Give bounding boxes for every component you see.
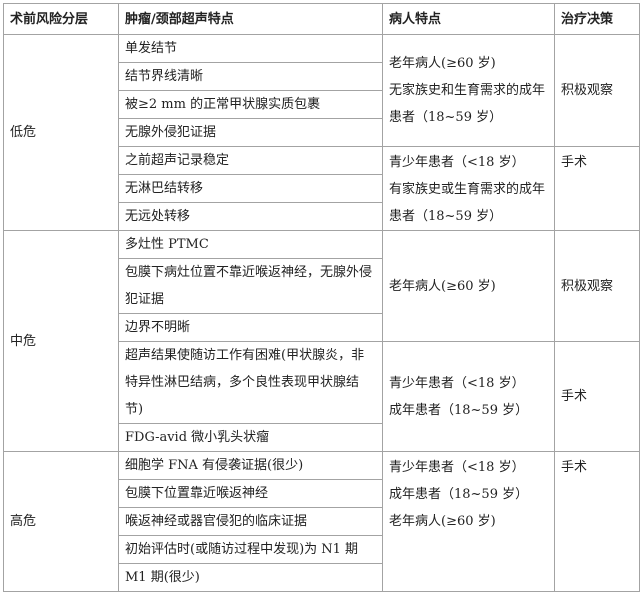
feature: 无腺外侵犯证据	[118, 118, 383, 147]
patient-cell: 青少年患者（<18 岁） 成年患者（18~59 岁） 老年病人(≥60 岁)	[382, 451, 555, 592]
table-row: 结节界线清晰	[4, 62, 640, 91]
decision: 手术	[554, 341, 640, 452]
risk-low: 低危	[3, 34, 119, 231]
header-patients: 病人特点	[382, 3, 555, 35]
risk-high: 高危	[3, 451, 119, 592]
feature: 喉返神经或器官侵犯的临床证据	[118, 507, 383, 536]
feature: 结节界线清晰	[118, 62, 383, 91]
feature: 无淋巴结转移	[118, 174, 383, 203]
feature: FDG-avid 微小乳头状瘤	[118, 423, 383, 452]
patient-text: 青少年患者（<18 岁）	[389, 155, 525, 170]
patient-cell: 老年病人(≥60 岁) 无家族史和生育需求的成年患者（18~59 岁）	[382, 34, 555, 147]
patient-cell: 青少年患者（<18 岁） 有家族史或生育需求的成年患者（18~59 岁）	[382, 146, 555, 231]
risk-medium: 中危	[3, 230, 119, 452]
patient-text: 青少年患者（<18 岁）	[389, 375, 525, 391]
table-row: 无远处转移	[4, 202, 640, 231]
decision: 积极观察	[554, 34, 640, 147]
feature: M1 期(很少)	[118, 563, 383, 592]
patient-text: 成年患者（18~59 岁）	[389, 402, 529, 418]
patient-text: 老年病人(≥60 岁)	[389, 278, 496, 294]
table-row: 中危 多灶性 PTMC 老年病人(≥60 岁) 积极观察	[3, 230, 640, 452]
table-row: 低危 单发结节 老年病人(≥60 岁) 无家族史和生育需求的成年患者（18~59…	[3, 34, 640, 231]
risk-stratification-table: 术前风险分层 肿瘤/颈部超声特点 病人特点 治疗决策 低危 单发结节 老年病人(…	[3, 3, 640, 592]
patient-cell: 青少年患者（<18 岁） 成年患者（18~59 岁）	[382, 341, 555, 452]
feature: 被≥2 mm 的正常甲状腺实质包裹	[118, 90, 383, 119]
feature: 之前超声记录稳定	[118, 146, 383, 175]
header-decision: 治疗决策	[554, 3, 640, 35]
patient-text: 老年病人(≥60 岁)	[389, 56, 496, 71]
feature: 包膜下位置靠近喉返神经	[118, 479, 383, 508]
table-row: 喉返神经或器官侵犯的临床证据	[4, 507, 640, 536]
patient-text: 成年患者（18~59 岁）	[389, 487, 529, 502]
patient-text: 无家族史和生育需求的成年患者（18~59 岁）	[389, 83, 546, 125]
feature: 超声结果使随访工作有困难(甲状腺炎，非特异性淋巴结病，多个良性表现甲状腺结节)	[118, 341, 383, 424]
header-row: 术前风险分层 肿瘤/颈部超声特点 病人特点 治疗决策	[3, 3, 640, 35]
table-row: 之前超声记录稳定 青少年患者（<18 岁） 有家族史或生育需求的成年患者（18~…	[4, 146, 640, 231]
table-row: 初始评估时(或随访过程中发现)为 N1 期	[4, 535, 640, 564]
patient-text: 青少年患者（<18 岁）	[389, 460, 525, 475]
feature: 初始评估时(或随访过程中发现)为 N1 期	[118, 535, 383, 564]
header-features: 肿瘤/颈部超声特点	[118, 3, 383, 35]
table-row: 超声结果使随访工作有困难(甲状腺炎，非特异性淋巴结病，多个良性表现甲状腺结节) …	[4, 341, 640, 452]
decision: 手术	[554, 451, 640, 592]
table-row: 包膜下病灶位置不靠近喉返神经，无腺外侵犯证据	[4, 258, 640, 314]
feature: 边界不明晰	[118, 313, 383, 342]
decision: 手术	[554, 146, 640, 231]
patient-text: 有家族史或生育需求的成年患者（18~59 岁）	[389, 182, 546, 224]
decision: 积极观察	[554, 230, 640, 342]
table-row: 无淋巴结转移	[4, 174, 640, 203]
header-risk: 术前风险分层	[3, 3, 119, 35]
feature: 细胞学 FNA 有侵袭证据(很少)	[118, 451, 383, 480]
table-row: 被≥2 mm 的正常甲状腺实质包裹	[4, 90, 640, 119]
patient-cell: 老年病人(≥60 岁)	[382, 230, 555, 342]
patient-text: 老年病人(≥60 岁)	[389, 514, 496, 529]
feature: 包膜下病灶位置不靠近喉返神经，无腺外侵犯证据	[118, 258, 383, 314]
feature: 无远处转移	[118, 202, 383, 231]
table-row: 高危 细胞学 FNA 有侵袭证据(很少) 青少年患者（<18 岁） 成年患者（1…	[3, 451, 640, 592]
feature: 单发结节	[118, 34, 383, 63]
feature: 多灶性 PTMC	[118, 230, 383, 259]
